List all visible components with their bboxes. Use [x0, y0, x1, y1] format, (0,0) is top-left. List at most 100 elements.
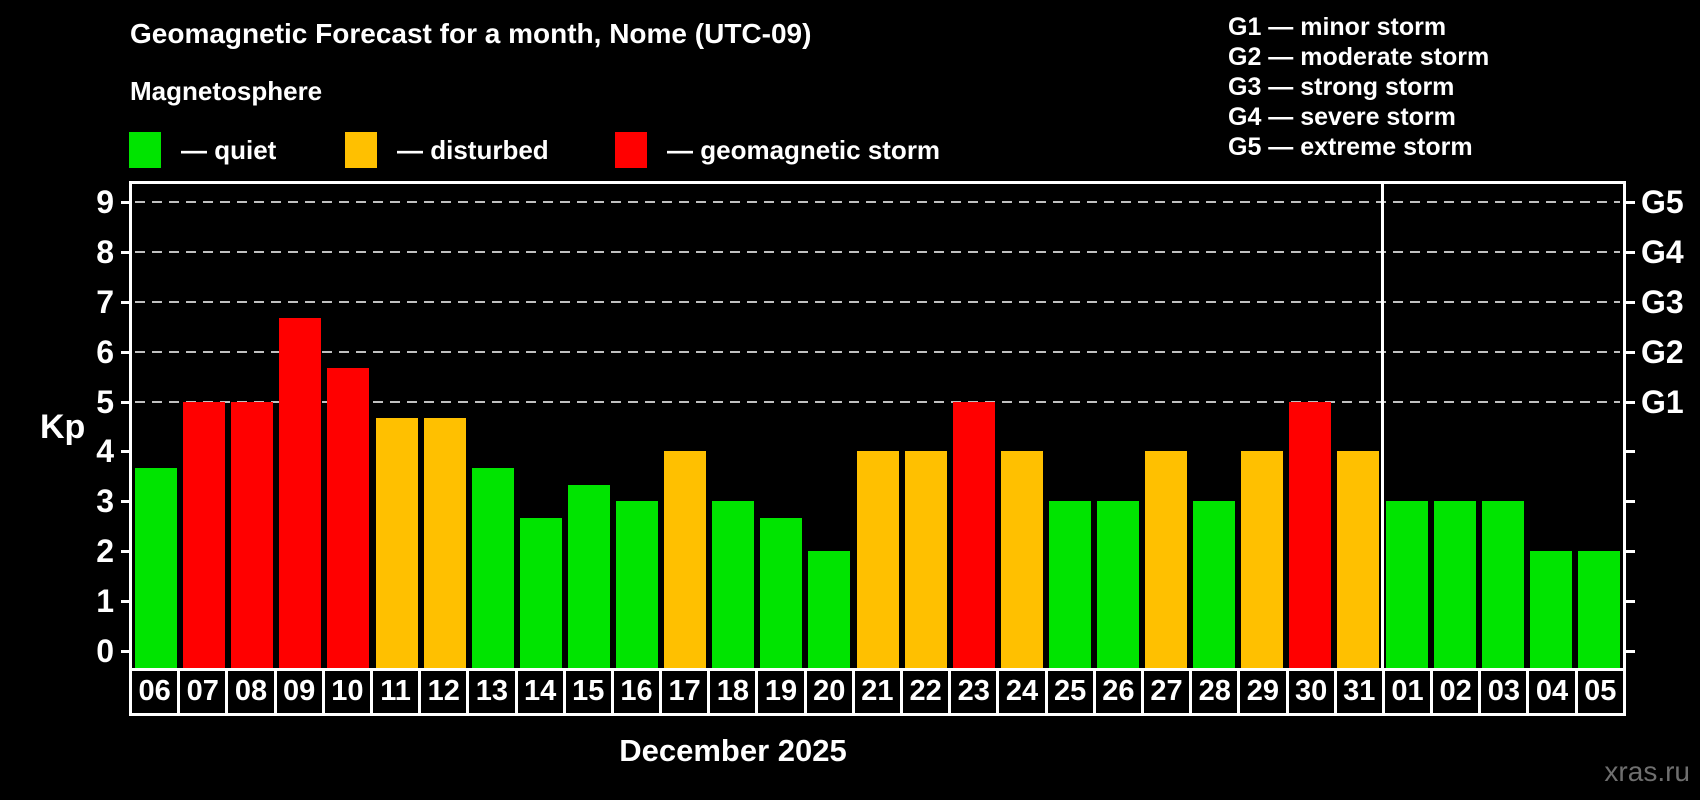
x-axis-day-labels: 06 07 08 09 10 11 12 13 14 15 16 17 18 19 20 21 22 23 24 25… [129, 668, 1626, 716]
x-label-day-20: 20 [803, 671, 852, 713]
bar-day-07 [183, 401, 226, 668]
g1-legend-line: G1 — minor storm [1228, 13, 1447, 41]
bar-day-19 [760, 517, 803, 668]
y-axis-label-4: 4 [96, 433, 114, 470]
right-axis-label-g5: G5 [1641, 183, 1684, 220]
x-label-day-28: 28 [1189, 671, 1237, 713]
x-label-day-14: 14 [514, 671, 563, 713]
y-axis-tick-left-1 [121, 600, 132, 604]
legend-item-storm: — geomagnetic storm [615, 132, 940, 168]
x-label-day-19: 19 [755, 671, 803, 713]
y-axis-label-0: 0 [96, 633, 114, 669]
y-axis-tick-right-0 [1624, 650, 1635, 653]
x-label-day-05: 05 [1574, 671, 1623, 713]
y-axis-tick-left-3 [121, 500, 132, 504]
x-label-day-02: 02 [1430, 671, 1478, 713]
x-label-day-08: 08 [225, 671, 273, 713]
y-axis-tick-left-6 [121, 350, 132, 354]
x-label-day-03: 03 [1478, 671, 1526, 713]
legend-label-storm: — geomagnetic storm [667, 134, 941, 165]
y-axis-tick-right-2 [1624, 550, 1635, 554]
y-axis-tick-right-3 [1624, 500, 1635, 504]
bar-day-30 [1289, 401, 1332, 668]
g4-legend-line: G4 — severe storm [1228, 103, 1456, 131]
y-axis-label-9: 9 [96, 183, 114, 220]
bar-day-23 [952, 401, 995, 668]
x-label-day-22: 22 [900, 671, 948, 713]
bar-day-05 [1577, 551, 1620, 668]
bar-day-03 [1481, 501, 1524, 668]
y-axis-label-6: 6 [96, 333, 114, 370]
legend-item-disturbed: — disturbed [345, 132, 549, 168]
bar-day-16 [616, 501, 659, 668]
right-axis-label-g2: G2 [1641, 333, 1684, 370]
x-axis-title: December 2025 [619, 733, 847, 768]
bar-day-02 [1433, 501, 1476, 668]
x-label-day-18: 18 [707, 671, 755, 713]
y-axis-label-2: 2 [96, 533, 114, 570]
bar-day-27 [1145, 451, 1188, 668]
x-label-day-16: 16 [610, 671, 659, 713]
bar-day-24 [1000, 451, 1043, 668]
x-label-day-30: 30 [1285, 671, 1334, 713]
x-label-day-06: 06 [138, 675, 171, 707]
bar-day-13 [471, 467, 514, 668]
forecast-divider [1381, 181, 1384, 668]
bar-day-29 [1241, 451, 1284, 668]
gridline-kp8 [135, 250, 1620, 253]
bar-day-10 [327, 368, 370, 668]
y-axis-tick-left-4 [121, 450, 132, 454]
watermark: xras.ru [1604, 756, 1690, 787]
bar-day-04 [1529, 551, 1572, 668]
y-axis-tick-right-1 [1624, 600, 1635, 604]
gridline-kp5 [135, 400, 1620, 403]
x-label-day-04: 04 [1526, 671, 1574, 713]
y-axis-label-1: 1 [96, 583, 114, 620]
bar-day-08 [231, 401, 274, 668]
bar-day-17 [664, 451, 707, 668]
x-label-day-11: 11 [369, 671, 418, 713]
x-label-day-10: 10 [321, 671, 370, 713]
bar-day-31 [1337, 451, 1380, 668]
y-axis-tick-right-5 [1624, 400, 1635, 404]
gridline-kp7 [135, 300, 1620, 303]
y-axis-tick-right-8 [1624, 250, 1635, 254]
bar-day-06 [135, 467, 178, 668]
bar-day-09 [279, 318, 322, 668]
x-label-day-27: 27 [1140, 671, 1189, 713]
x-label-day-24: 24 [996, 671, 1044, 713]
bar-day-15 [567, 484, 610, 668]
y-axis-tick-left-8 [121, 250, 132, 254]
legend-item-quiet: — quiet [129, 132, 276, 168]
bar-day-11 [375, 418, 418, 668]
y-axis-tick-right-4 [1624, 450, 1635, 454]
right-axis-label-g3: G3 [1641, 283, 1684, 320]
legend-label-disturbed: — disturbed [397, 134, 549, 165]
g3-legend-line: G3 — strong storm [1228, 73, 1455, 101]
gridline-kp6 [135, 350, 1620, 353]
x-label-day-29: 29 [1237, 671, 1285, 713]
chart-subtitle: Magnetosphere [130, 76, 323, 106]
y-axis-tick-left-2 [121, 550, 132, 554]
right-axis-label-g1: G1 [1641, 383, 1684, 420]
y-axis-label-3: 3 [96, 483, 114, 520]
x-label-day-15: 15 [562, 671, 611, 713]
quiet-color-swatch [129, 132, 161, 168]
legend-label-quiet: — quiet [181, 134, 277, 165]
x-label-day-26: 26 [1092, 671, 1141, 713]
bar-day-18 [712, 501, 755, 668]
y-axis-tick-right-7 [1624, 300, 1635, 304]
plot-border [129, 181, 1626, 671]
bar-day-12 [423, 418, 466, 668]
x-label-day-12: 12 [418, 671, 466, 713]
y-axis-tick-left-0 [121, 650, 132, 653]
bar-day-25 [1048, 501, 1091, 668]
x-label-day-13: 13 [466, 671, 514, 713]
y-axis-label-5: 5 [96, 383, 114, 420]
g5-legend-line: G5 — extreme storm [1228, 133, 1473, 161]
bar-day-20 [808, 551, 851, 668]
bar-day-14 [519, 517, 562, 668]
g2-legend-line: G2 — moderate storm [1228, 43, 1490, 71]
x-label-day-23: 23 [948, 671, 996, 713]
